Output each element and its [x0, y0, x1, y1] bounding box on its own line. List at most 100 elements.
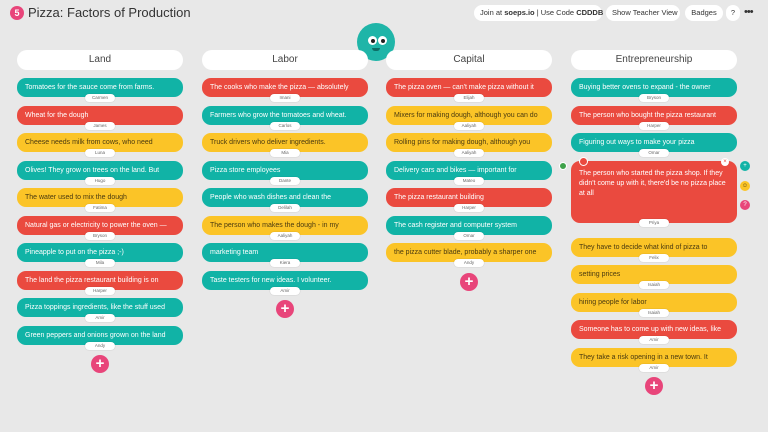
- card-author: Priya: [639, 218, 669, 227]
- card[interactable]: Delivery cars and bikes — important for: [386, 160, 552, 180]
- column-entrepreneurship: Entrepreneurship Buying better ovens to e…: [571, 50, 737, 395]
- card-author: Harper: [85, 286, 115, 295]
- add-card-button[interactable]: +: [460, 272, 478, 291]
- card[interactable]: The water used to mix the dough: [17, 188, 183, 207]
- card-author: Andy: [454, 259, 484, 267]
- card-author: Isaiah: [639, 308, 669, 317]
- column-header: Land: [17, 50, 183, 70]
- card-author: Elijah: [454, 94, 484, 102]
- close-icon[interactable]: ×: [721, 157, 729, 166]
- top-bar: 5 Pizza: Factors of Production Join at s…: [0, 0, 768, 26]
- card[interactable]: Natural gas or electricity to power the …: [17, 215, 183, 235]
- card-author: Harper: [639, 121, 669, 130]
- card[interactable]: Mixers for making dough, although you ca…: [386, 105, 552, 125]
- column-header: Capital: [386, 50, 552, 70]
- card[interactable]: Olives! They grow on trees on the land. …: [17, 160, 183, 180]
- card[interactable]: Green peppers and onions grown on the la…: [17, 325, 183, 345]
- card[interactable]: Taste testers for new ideas. I volunteer…: [202, 270, 368, 290]
- card[interactable]: Cheese needs milk from cows, who need: [17, 133, 183, 152]
- app-logo[interactable]: 5: [10, 6, 24, 20]
- help-button[interactable]: ?: [726, 5, 740, 21]
- add-card-button[interactable]: +: [645, 377, 663, 395]
- card-text: The person who started the pizza shop. I…: [579, 169, 726, 197]
- add-card-button[interactable]: +: [276, 300, 294, 318]
- show-teacher-view-button[interactable]: Show Teacher View: [606, 5, 680, 21]
- card-author: Dante: [270, 176, 300, 185]
- card-author: Hugo: [85, 176, 115, 185]
- add-reaction-icon[interactable]: +: [740, 161, 750, 171]
- card-author: Carlos: [270, 121, 300, 130]
- card[interactable]: Pineapple to put on the pizza ;-): [17, 243, 183, 262]
- card[interactable]: setting prices: [571, 265, 737, 284]
- card[interactable]: the pizza cutter blade, probably a sharp…: [386, 243, 552, 262]
- card[interactable]: marketing team: [202, 243, 368, 262]
- column-header: Labor: [202, 50, 368, 70]
- card[interactable]: People who wash dishes and clean the: [202, 188, 368, 207]
- card-author: Fatima: [85, 204, 115, 212]
- mascot-right-eye: [378, 36, 387, 45]
- card-author: Mia: [270, 149, 300, 157]
- card[interactable]: Someone has to come up with new ideas, l…: [571, 320, 737, 339]
- card[interactable]: Wheat for the dough: [17, 105, 183, 125]
- column-capital: Capital The pizza oven — can't make pizza…: [386, 50, 552, 291]
- card[interactable]: Pizza store employees: [202, 160, 368, 180]
- card[interactable]: The land the pizza restaurant building i…: [17, 270, 183, 290]
- card-author: Bryson: [85, 231, 115, 240]
- question-reaction-icon[interactable]: ?: [740, 200, 750, 210]
- column-header: Entrepreneurship: [571, 50, 737, 70]
- page-title: Pizza: Factors of Production: [28, 5, 191, 20]
- card-drag-handle-icon[interactable]: [559, 162, 567, 170]
- card[interactable]: The pizza restaurant building: [386, 188, 552, 207]
- card[interactable]: The pizza oven — can't make pizza withou…: [386, 78, 552, 97]
- card-author: Aaliyah: [454, 149, 484, 157]
- join-mid: | Use Code: [534, 8, 577, 17]
- card[interactable]: The cooks who make the pizza — absolutel…: [202, 78, 368, 97]
- card[interactable]: They take a risk opening in a new town. …: [571, 347, 737, 367]
- badges-button[interactable]: Badges: [685, 5, 723, 21]
- card[interactable]: The cash register and computer system: [386, 215, 552, 235]
- card-author: Amir: [85, 314, 115, 322]
- join-code: CDDDB: [576, 8, 604, 17]
- card-author: Amir: [270, 286, 300, 295]
- card-author: Aaliyah: [454, 121, 484, 130]
- mascot-left-eye: [368, 36, 377, 45]
- card-author: James: [85, 121, 115, 130]
- card-author: Luna: [85, 149, 115, 157]
- card-author: Bryson: [639, 94, 669, 102]
- happy-reaction-icon[interactable]: ☺: [740, 181, 750, 191]
- add-card-button[interactable]: +: [91, 355, 109, 373]
- card-author: Delilah: [270, 204, 300, 212]
- card[interactable]: They have to decide what kind of pizza t…: [571, 237, 737, 257]
- card-expanded[interactable]: × The person who started the pizza shop. …: [571, 156, 737, 223]
- card-author: Mateo: [454, 176, 484, 185]
- card-select-icon[interactable]: [579, 156, 588, 166]
- card[interactable]: Tomatoes for the sauce come from farms.: [17, 78, 183, 97]
- card-author: Aaliyah: [270, 231, 300, 240]
- card-author: Omar: [639, 149, 669, 157]
- card-author: Kiera: [270, 259, 300, 267]
- card-author: Amir: [639, 363, 669, 372]
- join-info-button[interactable]: Join at soeps.io | Use Code CDDDB: [474, 5, 604, 21]
- card[interactable]: Truck drivers who deliver ingredients.: [202, 133, 368, 152]
- card[interactable]: The person who makes the dough - in my: [202, 215, 368, 235]
- card[interactable]: The person who bought the pizza restaura…: [571, 105, 737, 125]
- mascot-mouth: [372, 48, 380, 51]
- join-prefix: Join at: [480, 8, 505, 17]
- card-author: Andy: [85, 341, 115, 350]
- card[interactable]: Pizza toppings ingredients, like the stu…: [17, 298, 183, 317]
- column-land: Land Tomatoes for the sauce come from far…: [17, 50, 183, 373]
- card[interactable]: Rolling pins for making dough, although …: [386, 133, 552, 152]
- card[interactable]: Buying better ovens to expand - the owne…: [571, 78, 737, 97]
- card-author: Carmen: [85, 94, 115, 102]
- card-author: Isaiah: [639, 281, 669, 289]
- card[interactable]: Farmers who grow the tomatoes and wheat.: [202, 105, 368, 125]
- card-author: Mila: [85, 259, 115, 267]
- card-author: Felix: [639, 253, 669, 262]
- more-menu-icon[interactable]: •••: [744, 6, 754, 18]
- card[interactable]: Figuring out ways to make your pizza: [571, 133, 737, 152]
- card[interactable]: hiring people for labor: [571, 292, 737, 312]
- card-author: Imani: [270, 94, 300, 102]
- card-author: Harper: [454, 204, 484, 212]
- column-labor: Labor The cooks who make the pizza — abso…: [202, 50, 368, 318]
- join-site: soeps.io: [504, 8, 535, 17]
